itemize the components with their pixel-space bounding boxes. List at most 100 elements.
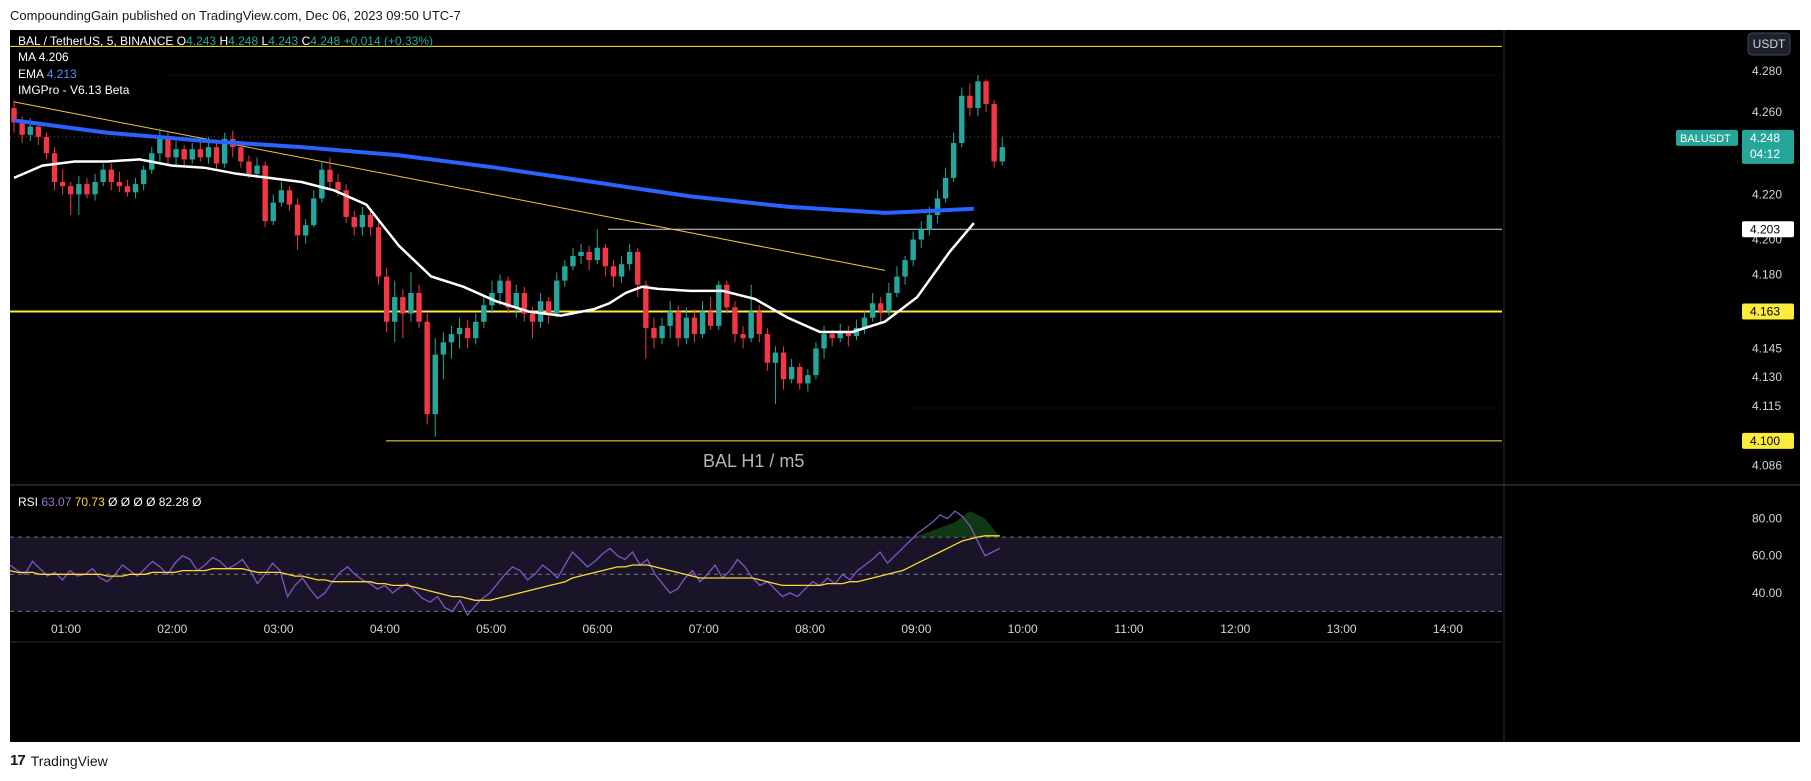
candle-body bbox=[140, 169, 147, 185]
legend-open: 4.243 bbox=[186, 34, 219, 48]
currency-button[interactable] bbox=[1747, 32, 1791, 56]
time-tick-label: 13:00 bbox=[1327, 622, 1357, 636]
candle-body bbox=[464, 327, 471, 339]
candle-body bbox=[772, 352, 779, 363]
legend-ma: MA 4.206 bbox=[18, 50, 69, 64]
legend-high-label: H bbox=[219, 34, 228, 48]
candle-body bbox=[51, 153, 58, 183]
candle-body bbox=[643, 284, 649, 328]
candle-body bbox=[918, 229, 924, 240]
legend-ohlc: BAL / TetherUS, 5, BINANCE O4.243 H4.248… bbox=[18, 34, 433, 48]
candle-body bbox=[262, 165, 268, 222]
candle-body bbox=[683, 317, 690, 339]
current-price-tag bbox=[1742, 129, 1794, 164]
candle-body bbox=[821, 334, 827, 349]
chart-annotation: BAL H1 / m5 bbox=[703, 451, 804, 471]
legend-open-label: O bbox=[177, 34, 186, 48]
candle-body bbox=[667, 311, 673, 326]
legend-low: 4.243 bbox=[268, 34, 301, 48]
candle-body bbox=[311, 198, 317, 226]
candle-body bbox=[635, 251, 641, 285]
legend-close-label: C bbox=[302, 34, 311, 48]
time-tick-label: 07:00 bbox=[689, 622, 719, 636]
candle-body bbox=[716, 284, 722, 326]
candle-body bbox=[699, 311, 706, 335]
candle-body bbox=[432, 354, 438, 415]
candle-body bbox=[869, 303, 876, 318]
current-price-label: 4.248 bbox=[1750, 131, 1780, 145]
candle-body bbox=[967, 95, 973, 109]
price-tick-label: 4.145 bbox=[1752, 341, 1782, 355]
level-tag-4163 bbox=[1742, 303, 1794, 320]
candle-body bbox=[910, 239, 916, 261]
level-tag-4100 bbox=[1742, 432, 1794, 449]
tradingview-logo-icon: 17 bbox=[10, 752, 26, 769]
candle-body bbox=[902, 260, 908, 277]
candle-body bbox=[837, 332, 843, 339]
symbol-tag-label: BALUSDT bbox=[1680, 133, 1731, 145]
tradingview-brand[interactable]: 17 TradingView bbox=[10, 752, 108, 769]
candle-body bbox=[343, 190, 349, 217]
candle-body bbox=[829, 334, 835, 339]
candle-body bbox=[878, 303, 884, 312]
candle-body bbox=[392, 297, 398, 322]
candle-body bbox=[481, 305, 487, 322]
candle-body bbox=[165, 136, 171, 158]
candle-body bbox=[950, 143, 957, 178]
brand-label: TradingView bbox=[30, 752, 108, 769]
candle-body bbox=[92, 182, 98, 195]
rsi-tick-label: 60.00 bbox=[1752, 549, 1782, 563]
candle-body bbox=[788, 366, 795, 380]
candle-body bbox=[254, 165, 260, 174]
candle-body bbox=[27, 126, 33, 135]
time-tick-label: 04:00 bbox=[370, 622, 400, 636]
candle-body bbox=[319, 169, 325, 199]
price-tick-label: 4.130 bbox=[1752, 370, 1782, 384]
rsi-ma-value: 70.73 bbox=[75, 495, 108, 509]
candle-body bbox=[797, 366, 803, 384]
candle-body bbox=[335, 182, 341, 191]
candle-body bbox=[545, 301, 552, 314]
candle-body bbox=[11, 108, 17, 123]
candle-body bbox=[35, 126, 42, 137]
candle-body bbox=[845, 332, 852, 337]
legend-symbol: BAL / TetherUS, 5, BINANCE bbox=[18, 34, 177, 48]
time-tick-label: 03:00 bbox=[264, 622, 294, 636]
legend-high: 4.248 bbox=[228, 34, 261, 48]
candle-body bbox=[691, 317, 698, 335]
time-tick-label: 09:00 bbox=[901, 622, 931, 636]
candle-body bbox=[675, 311, 681, 339]
candle-body bbox=[43, 136, 50, 154]
candle-body bbox=[626, 251, 633, 265]
candle-body bbox=[173, 149, 179, 158]
candle-body bbox=[732, 307, 738, 335]
candle-body bbox=[926, 214, 933, 230]
rsi-extras: Ø Ø Ø Ø bbox=[108, 495, 159, 509]
candle-body bbox=[124, 186, 131, 193]
level-tag-4203 bbox=[1742, 221, 1794, 238]
legend-ma-label: MA bbox=[18, 50, 39, 64]
candle-body bbox=[578, 251, 584, 256]
candle-body bbox=[740, 334, 746, 339]
candle-body bbox=[19, 122, 25, 135]
time-tick-label: 10:00 bbox=[1008, 622, 1038, 636]
candle-body bbox=[780, 352, 787, 380]
candle-body bbox=[416, 292, 422, 322]
candle-body bbox=[116, 182, 123, 187]
candle-body bbox=[975, 81, 981, 109]
rsi-label: RSI bbox=[18, 495, 41, 509]
candle-body bbox=[424, 321, 430, 415]
candle-body bbox=[157, 136, 163, 154]
candle-body bbox=[246, 161, 252, 174]
price-tick-label: 4.180 bbox=[1752, 267, 1782, 281]
candle-body bbox=[724, 284, 730, 308]
candle-body bbox=[764, 334, 771, 363]
time-tick-label: 01:00 bbox=[51, 622, 81, 636]
candle-body bbox=[221, 138, 228, 164]
candle-body bbox=[294, 204, 301, 236]
candle-body bbox=[991, 103, 997, 162]
time-tick-label: 02:00 bbox=[157, 622, 187, 636]
candle-body bbox=[456, 327, 463, 335]
publish-header: CompoundingGain published on TradingView… bbox=[10, 8, 461, 23]
